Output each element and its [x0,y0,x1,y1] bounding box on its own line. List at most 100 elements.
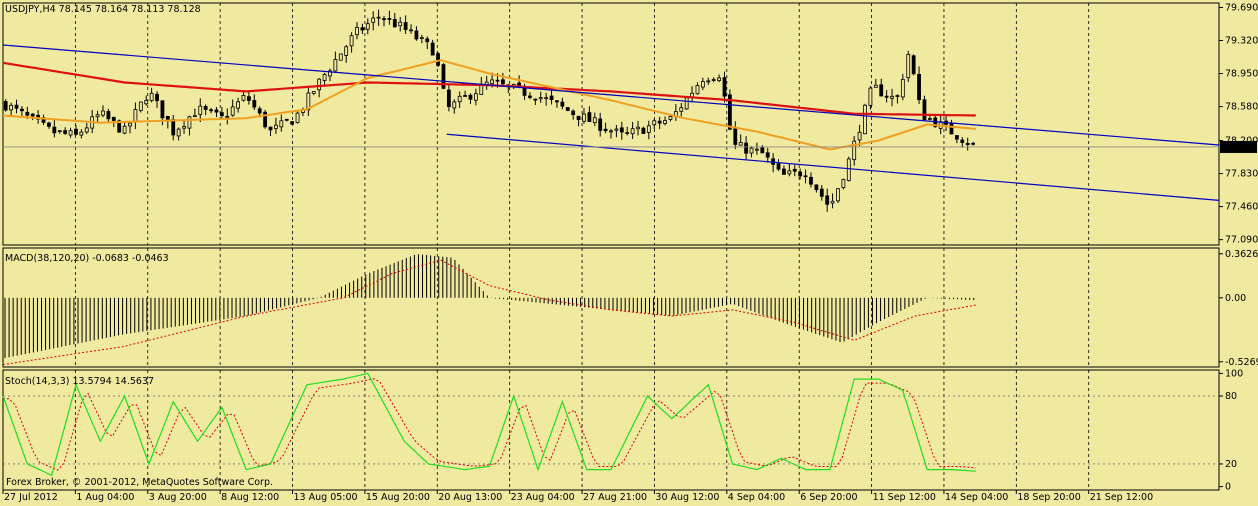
candle-body [241,95,246,101]
candle-body [609,130,613,133]
candle-body [490,79,495,84]
candle-body [911,55,916,75]
candle-body [333,59,338,72]
candle-body [328,70,332,77]
vertical-grid [74,3,1090,490]
candle-body [738,141,743,146]
candle-body [717,77,721,81]
candle-body [965,143,970,145]
candle-body [625,132,630,134]
macd-panel[interactable]: 0.3626 0.00 -0.5269 [2,247,1258,368]
time-axis-label: 11 Sep 12:00 [873,492,936,503]
time-axis-label: 6 Sep 20:00 [800,492,857,503]
candle-body [9,104,14,111]
time-axis-label: 18 Sep 20:00 [1017,492,1080,503]
candle-body [101,110,105,116]
candle-body [949,123,954,135]
candle-body [392,19,397,28]
candle-body [268,126,273,131]
candle-body [873,84,878,88]
candle-body [695,85,700,95]
candle-body [798,171,803,177]
candle-body [63,130,68,134]
candle-body [198,105,203,115]
candle-body [274,124,278,129]
candle-body [517,82,522,87]
price-axis-label: 79.690 [1225,2,1258,13]
candle-body [111,117,116,121]
candle-body [592,117,597,124]
candle-body [549,95,554,100]
candle-body [160,100,165,119]
candle-body [884,95,889,98]
candle-body [468,94,473,100]
candle-body [900,79,905,98]
trend-line [2,44,1220,146]
candle-body [841,179,846,188]
panel-border [2,247,1220,368]
candle-body [295,112,300,123]
time-axis-label: 23 Aug 04:00 [511,492,575,503]
time-axis-label: 1 Aug 04:00 [76,492,134,503]
candle-body [744,142,749,154]
candle-body [636,126,640,130]
candle-body [819,188,824,197]
candle-body [68,130,73,136]
candle-body [84,127,89,133]
candle-body [317,78,322,91]
candle-body [560,101,565,107]
candle-body [614,128,619,131]
candle-body [452,101,457,109]
macd-axis-label: -0.5269 [1225,357,1258,368]
price-axis-label: 77.830 [1225,169,1258,180]
candle-body [446,89,451,108]
price-chart-title: USDJPY,H4 78.145 78.164 78.113 78.128 [5,4,201,15]
candle-body [576,115,581,121]
copyright-watermark: Forex Broker, © 2001-2012, MetaQuotes So… [6,477,273,488]
candle-body [344,46,349,56]
price-panel[interactable]: 79.69079.32078.95078.58078.20077.83077.4… [2,2,1258,246]
candle-body [603,128,608,132]
current-price-tag [1220,140,1257,153]
candle-body [457,95,462,103]
stochastic-panel[interactable]: 100 80 20 0 [2,368,1243,493]
candle-body [214,109,219,113]
price-axis-label: 79.320 [1225,36,1258,47]
candle-body [727,94,732,130]
candle-body [133,109,138,123]
candle-body [74,128,78,135]
candle-body [906,53,911,79]
candle-body [25,111,30,116]
candle-body [760,147,765,154]
candle-body [825,195,830,205]
candle-body [436,53,440,66]
candle-body [960,139,965,143]
candle-body [182,126,186,129]
candle-body [236,101,240,109]
candle-body [322,74,327,81]
candle-body [387,18,392,20]
candle-body [144,100,149,105]
candle-body [57,130,62,133]
candle-body [122,125,127,134]
candle-body [792,168,797,172]
candle-body [890,95,894,99]
candle-body [225,115,230,118]
candle-body [209,109,213,112]
candle-body [155,93,159,102]
stochastic-signal-line [3,378,976,471]
candle-body [544,97,549,100]
candle-body [787,170,792,175]
candle-body [528,95,532,98]
candle-body [863,104,867,135]
trend-line [446,133,1220,201]
stochastic-main-line [2,372,976,477]
candle-body [398,21,403,27]
candle-body [722,77,727,97]
macd-axis-label: 0.3626 [1225,249,1258,260]
candle-body [252,99,257,108]
candle-body [582,113,586,122]
candle-body [922,99,927,121]
